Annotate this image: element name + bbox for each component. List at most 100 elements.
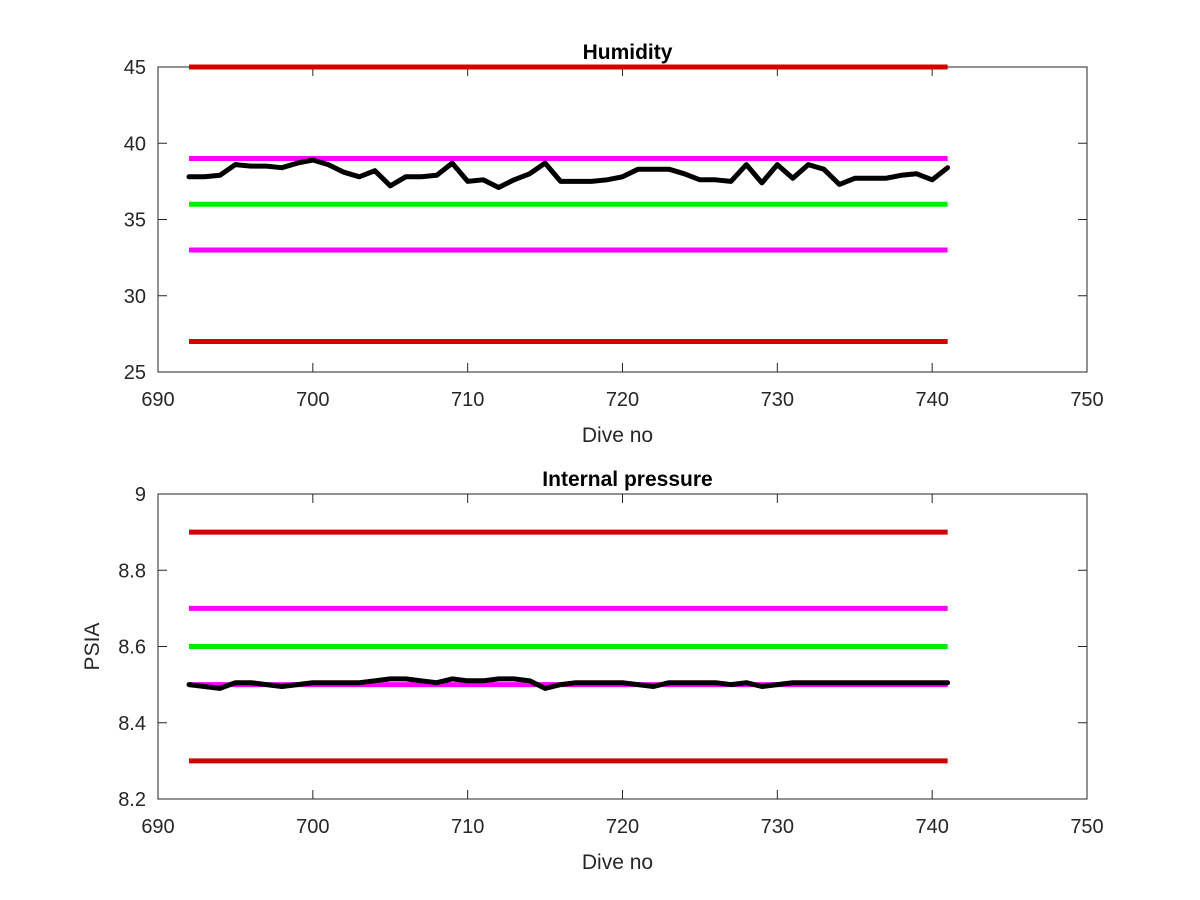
data-point xyxy=(203,685,206,688)
data-point xyxy=(435,681,438,684)
data-point xyxy=(884,681,887,684)
data-point xyxy=(420,680,423,682)
data-point xyxy=(931,681,933,684)
data-point xyxy=(730,180,732,183)
data-point xyxy=(312,681,314,684)
data-point xyxy=(853,177,856,180)
x-tick-label: 730 xyxy=(761,389,794,411)
data-point xyxy=(203,176,206,178)
data-point xyxy=(714,179,717,181)
data-point xyxy=(745,681,748,684)
x-tick-label: 740 xyxy=(915,389,948,411)
data-point xyxy=(528,172,531,175)
data-point xyxy=(652,168,655,170)
x-tick-label: 720 xyxy=(606,816,639,838)
data-point xyxy=(404,176,407,178)
data-point xyxy=(451,678,453,680)
data-point xyxy=(699,681,701,684)
data-point xyxy=(776,163,779,166)
data-point xyxy=(188,176,190,178)
data-point xyxy=(513,678,515,680)
data-point xyxy=(900,681,902,684)
data-point xyxy=(683,681,686,684)
data-point xyxy=(606,179,608,181)
data-point xyxy=(482,179,484,181)
data-point xyxy=(358,176,361,178)
data-point xyxy=(296,162,299,164)
data-point xyxy=(219,687,221,690)
data-point xyxy=(869,177,872,180)
data-point xyxy=(575,681,577,684)
y-tick-label: 25 xyxy=(124,362,146,384)
x-tick-label: 730 xyxy=(761,816,794,838)
data-point xyxy=(884,177,887,180)
data-point xyxy=(250,681,252,684)
data-point xyxy=(745,163,748,166)
data-point xyxy=(234,681,237,684)
data-point xyxy=(559,683,562,686)
data-point xyxy=(373,169,376,172)
data-point xyxy=(946,681,949,684)
data-point xyxy=(822,681,825,684)
data-point xyxy=(404,678,407,680)
x-axis-label: Dive no xyxy=(582,424,653,447)
data-point xyxy=(513,179,515,181)
data-point xyxy=(637,168,639,170)
x-axis-label: Dive no xyxy=(582,851,653,874)
data-point xyxy=(714,681,717,684)
data-series-line xyxy=(186,157,951,190)
data-point xyxy=(327,681,330,684)
data-point xyxy=(838,183,841,186)
data-point xyxy=(869,681,872,684)
data-point xyxy=(497,678,500,680)
x-tick-label: 700 xyxy=(296,816,329,838)
data-point xyxy=(234,163,237,166)
x-tick-label: 710 xyxy=(451,816,484,838)
chart-panel-1: 690 700 710 720 730 740 750 25 30 35 40 45 Humidity D… xyxy=(124,41,1104,447)
data-point xyxy=(776,683,779,686)
data-point xyxy=(544,687,546,690)
y-tick-label: 8.4 xyxy=(118,713,146,735)
data-point xyxy=(915,681,918,684)
x-tick-label: 720 xyxy=(606,389,639,411)
data-point xyxy=(590,681,593,684)
data-point xyxy=(327,163,330,166)
data-point xyxy=(420,176,423,178)
y-axis-label: PSIA xyxy=(81,623,104,671)
y-tick-label: 9 xyxy=(135,484,146,506)
data-point xyxy=(761,182,763,184)
data-point xyxy=(621,681,624,684)
x-tick-label: 690 xyxy=(141,389,174,411)
data-point xyxy=(281,685,283,688)
data-point xyxy=(668,681,670,684)
data-point xyxy=(466,180,469,183)
data-point xyxy=(668,168,670,170)
x-tick-label: 700 xyxy=(296,389,329,411)
chart-panel-2: 690 700 710 720 730 740 750 8.2 8.4 8.6 8.8 9 Intern… xyxy=(81,468,1104,874)
data-point xyxy=(343,681,345,684)
data-point xyxy=(946,166,949,169)
data-point xyxy=(389,678,392,680)
data-point xyxy=(652,685,655,688)
data-point xyxy=(451,162,453,164)
data-point xyxy=(544,162,546,164)
data-point xyxy=(559,180,562,183)
data-point xyxy=(730,683,732,686)
x-tick-label: 710 xyxy=(451,389,484,411)
y-tick-label: 45 xyxy=(124,57,146,79)
y-tick-label: 35 xyxy=(124,210,146,232)
x-tick-label: 750 xyxy=(1070,389,1103,411)
chart-title: Humidity xyxy=(583,41,673,64)
data-point xyxy=(373,680,376,682)
data-point xyxy=(853,681,856,684)
data-point xyxy=(792,177,794,180)
data-point xyxy=(265,683,268,686)
data-point xyxy=(822,168,825,170)
data-point xyxy=(188,683,190,686)
data-point xyxy=(265,165,268,167)
y-tick-label: 30 xyxy=(124,286,146,308)
y-tick-label: 8.2 xyxy=(118,789,146,811)
data-point xyxy=(807,681,810,684)
data-point xyxy=(497,186,500,189)
data-point xyxy=(900,174,902,177)
